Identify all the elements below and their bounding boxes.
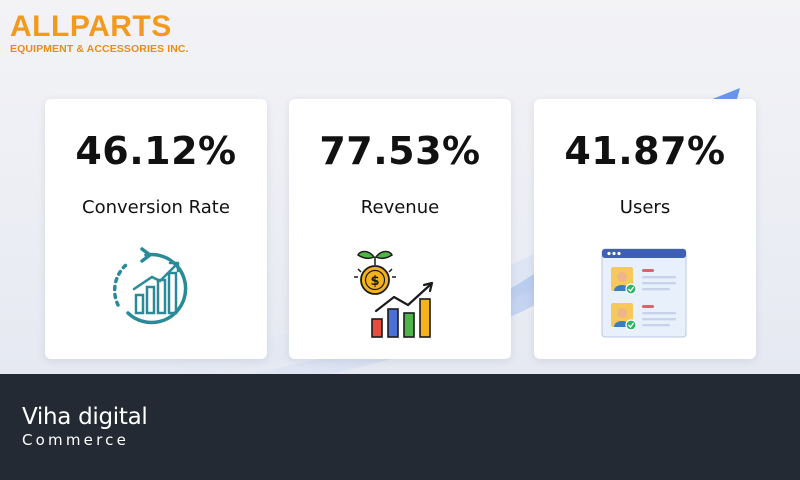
- growth-chart-icon: [106, 247, 206, 329]
- stat-card-revenue: 77.53% Revenue $: [289, 99, 511, 359]
- stat-label: Conversion Rate: [82, 197, 230, 218]
- revenue-growth-icon: $: [350, 247, 450, 343]
- stat-card-users: 41.87% Users: [534, 99, 756, 359]
- stat-value: 46.12%: [75, 129, 237, 173]
- svg-text:$: $: [370, 274, 379, 289]
- allparts-logo: ALLPARTS EQUIPMENT & ACCESSORIES INC.: [10, 10, 189, 56]
- stat-label: Revenue: [360, 197, 440, 218]
- brand-name: ALLPARTS: [10, 10, 172, 43]
- stat-value: 77.53%: [319, 129, 481, 173]
- brand-tagline: EQUIPMENT & ACCESSORIES INC.: [10, 43, 189, 55]
- stat-value: 41.87%: [564, 129, 726, 173]
- stat-label: Users: [619, 197, 671, 218]
- stat-card-conversion-rate: 46.12% Conversion Rate: [45, 99, 267, 359]
- hero-section: ALLPARTS EQUIPMENT & ACCESSORIES INC. 46…: [0, 0, 800, 374]
- viha-digital-commerce-logo: Viha digital Commerce: [22, 404, 148, 449]
- footer-logo-line1: Viha digital: [22, 404, 148, 430]
- footer-logo-line2: Commerce: [22, 431, 130, 449]
- user-profiles-icon: [600, 247, 690, 345]
- footer-bar: Viha digital Commerce: [0, 374, 800, 480]
